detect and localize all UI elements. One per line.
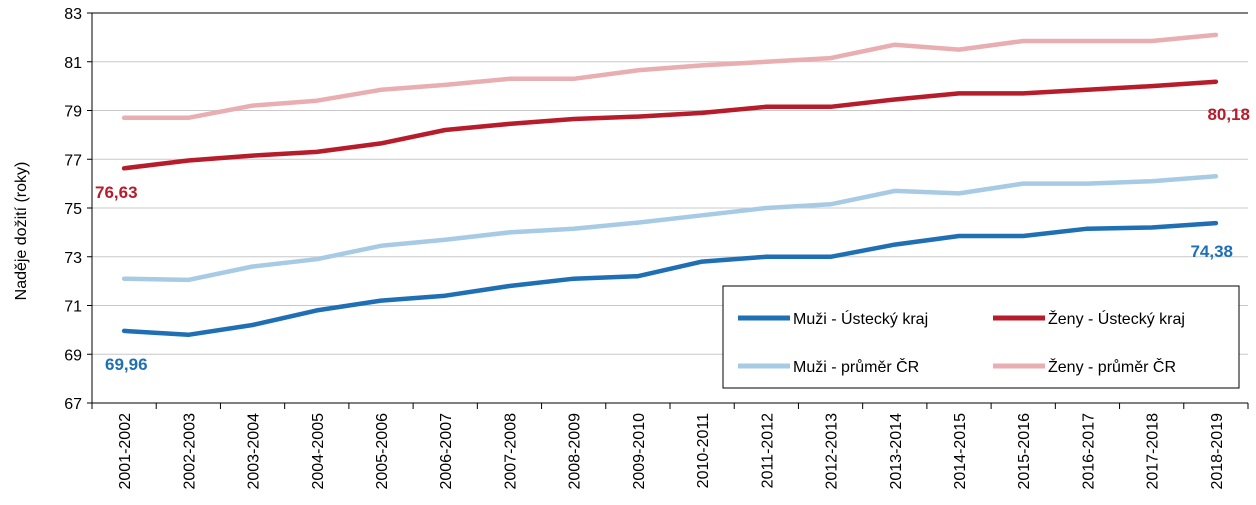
x-tick-label-2010-2011: 2010-2011: [695, 413, 712, 488]
legend-label-3: Ženy - průměr ČR: [1048, 357, 1176, 376]
gridlines: [92, 61, 1248, 355]
series-line-0: [121, 220, 1219, 338]
x-tick-label-2015-2016: 2015-2016: [1016, 413, 1033, 490]
series-line-1: [121, 79, 1219, 171]
x-tick-label-2017-2018: 2017-2018: [1145, 413, 1162, 490]
legend: Muži - Ústecký kraj Ženy - Ústecký kraj Mu…: [722, 285, 1240, 389]
x-tick-label-2013-2014: 2013-2014: [888, 413, 905, 490]
y-tick-label-79: 79: [64, 104, 82, 121]
y-tick-label-73: 73: [64, 250, 82, 267]
series-line-2: [121, 174, 1219, 283]
y-tick-label-75: 75: [64, 201, 82, 218]
y-tick-label-67: 67: [64, 396, 82, 413]
y-tick-label-71: 71: [64, 299, 82, 316]
x-tick-label-2004-2005: 2004-2005: [310, 413, 327, 490]
y-axis-label: Naděje dožití (roky): [13, 162, 30, 301]
x-tick-label-2016-2017: 2016-2017: [1080, 413, 1097, 490]
y-tick-label-77: 77: [64, 152, 82, 169]
data-labels: 69,96 74,38 76,63 80,18: [95, 105, 1250, 374]
x-tick-label-2011-2012: 2011-2012: [759, 413, 776, 488]
x-tick-label-2008-2009: 2008-2009: [567, 413, 584, 490]
series-line-3: [121, 32, 1219, 121]
y-tick-label-81: 81: [64, 55, 82, 72]
x-tick-label-2007-2008: 2007-2008: [502, 413, 519, 490]
x-tick-label-2003-2004: 2003-2004: [246, 413, 263, 490]
x-tick-label-2006-2007: 2006-2007: [438, 413, 455, 490]
x-tick-label-2009-2010: 2009-2010: [631, 413, 648, 490]
x-tick-label-2014-2015: 2014-2015: [952, 413, 969, 490]
legend-label-2: Muži - průměr ČR: [793, 357, 919, 376]
x-tick-label-2002-2003: 2002-2003: [181, 413, 198, 490]
legend-label-0: Muži - Ústecký kraj: [793, 309, 928, 328]
data-label-3: 80,18: [1207, 105, 1250, 124]
x-tick-label-2012-2013: 2012-2013: [824, 413, 841, 490]
legend-box: [722, 285, 1240, 389]
data-label-0: 69,96: [105, 355, 148, 374]
x-tick-label-2005-2006: 2005-2006: [374, 413, 391, 490]
x-tick-label-2018-2019: 2018-2019: [1209, 413, 1226, 490]
x-axis-ticks: 2001-2002 2002-2003 2003-2004 2004-2005 2005…: [117, 413, 1226, 490]
data-label-2: 76,63: [95, 183, 138, 202]
data-label-1: 74,38: [1190, 242, 1233, 261]
y-tick-label-83: 83: [64, 6, 82, 23]
y-axis-ticks: 67 69 71 73 75 77 79 81 83: [64, 6, 82, 413]
series-lines: [121, 32, 1219, 338]
axes: [87, 12, 1249, 409]
y-tick-label-69: 69: [64, 347, 82, 364]
x-tick-label-2001-2002: 2001-2002: [117, 413, 134, 490]
legend-label-1: Ženy - Ústecký kraj: [1048, 309, 1185, 328]
